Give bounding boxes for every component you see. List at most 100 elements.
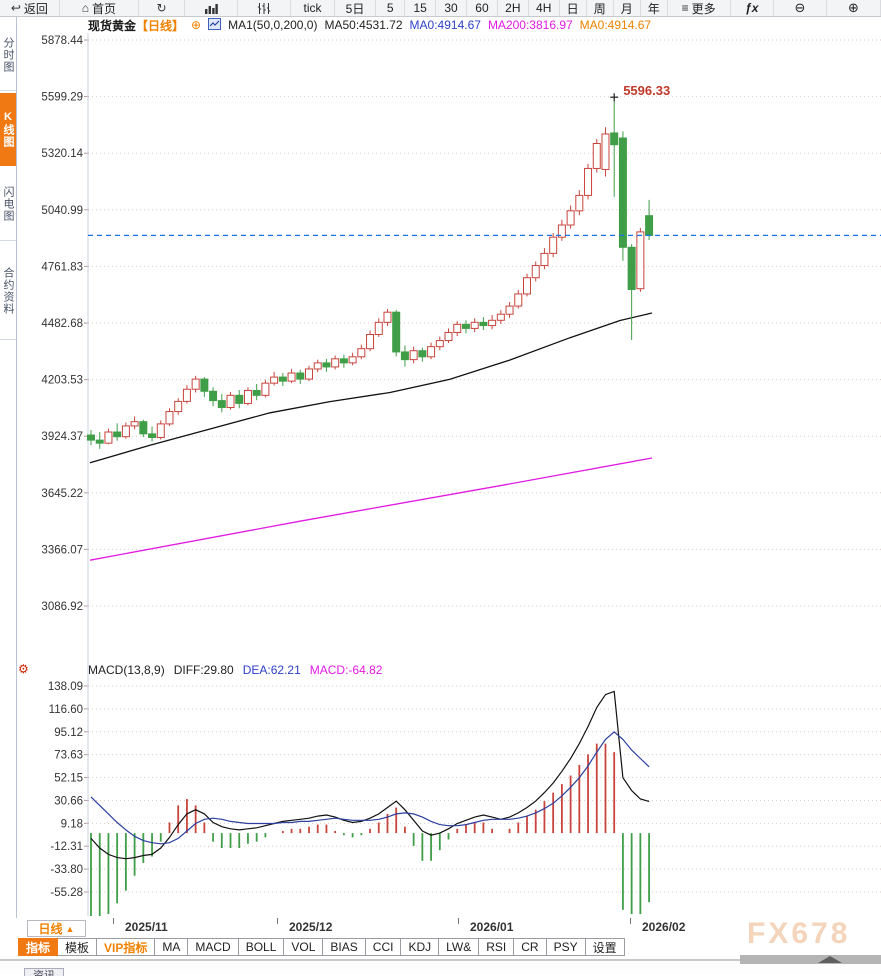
macd-title: MACD(13,8,9) — [88, 662, 165, 677]
indicator-tab-cci[interactable]: CCI — [365, 938, 402, 956]
candle-up — [409, 350, 418, 361]
month-label: 2025/11 — [125, 920, 168, 934]
toolbar-item-month[interactable]: 月 — [614, 0, 641, 16]
indicator-tab-lw[interactable]: LW& — [439, 938, 480, 956]
candle-up — [182, 388, 191, 402]
watermark: FX678 — [747, 917, 851, 950]
toolbar-item-60[interactable]: 60 — [467, 0, 498, 16]
toolbar-item-bar-chart[interactable] — [185, 0, 239, 16]
toolbar-item-day[interactable]: 日 — [560, 0, 587, 16]
ma-settings-label: MA1(50,0,200,0) — [228, 18, 318, 32]
sidebar-tab-kline[interactable]: K线图 — [0, 93, 16, 166]
candle-up — [531, 265, 540, 279]
ma50-line — [89, 312, 653, 464]
candle-up — [226, 394, 235, 408]
month-tick — [113, 918, 114, 924]
toolbar-item-zoom-out[interactable]: ⊖ — [774, 0, 827, 16]
toolbar-label-zoom-out: ⊖ — [794, 0, 806, 15]
toolbar-label-zoom-in: ⊕ — [848, 0, 859, 15]
toolbar-item-year[interactable]: 年 — [641, 0, 668, 16]
refresh-icon: ↻ — [156, 1, 167, 15]
toolbar-label-back: 返回 — [23, 1, 48, 16]
indicator-tab-boll[interactable]: BOLL — [238, 938, 285, 956]
ma0-blue-value: MA0:4914.67 — [409, 18, 481, 32]
toolbar-label-week: 周 — [593, 1, 606, 16]
panel-collapse-bar[interactable] — [740, 955, 881, 964]
indicator-tab-[interactable]: 指标 — [18, 938, 59, 956]
main-y-label: 4203.53 — [41, 375, 83, 387]
indicator-tab-ma[interactable]: MA — [155, 938, 189, 956]
toolbar-item-zoom-in[interactable]: ⊕ — [827, 0, 881, 16]
back-icon: ↩ — [10, 1, 21, 15]
candle-down — [400, 351, 409, 361]
candle-up — [566, 210, 575, 226]
bar-chart-icon — [205, 3, 219, 14]
macd-y-label: 116.60 — [49, 704, 83, 716]
main-y-label: 3366.07 — [41, 544, 83, 556]
candle-down — [418, 350, 427, 358]
candle-up — [488, 319, 497, 327]
toolbar-item-back[interactable]: ↩ 返回 — [0, 0, 60, 16]
indicator-tab-rsi[interactable]: RSI — [479, 938, 515, 956]
indicator-tab-[interactable]: 模板 — [58, 938, 98, 956]
macd-settings-icon[interactable]: ⚙ — [18, 662, 29, 676]
indicator-tab-bias[interactable]: BIAS — [323, 938, 366, 956]
macd-y-label: -33.80 — [50, 864, 83, 876]
main-y-label: 3645.22 — [41, 488, 83, 500]
sidebar-tab-contract-info[interactable]: 合约资料 — [0, 243, 16, 340]
toolbar-item-5d[interactable]: 5日 — [335, 0, 377, 16]
candle-down — [278, 376, 287, 382]
toolbar-item-candle-chart[interactable] — [238, 0, 292, 16]
macd-y-label: -12.31 — [50, 841, 83, 853]
toolbar-label-home: 首页 — [91, 1, 116, 16]
toolbar-item-week[interactable]: 周 — [587, 0, 614, 16]
candle-down — [645, 215, 654, 236]
home-icon: ⌂ — [81, 1, 89, 15]
candle-up — [557, 224, 566, 238]
candle-down — [322, 362, 331, 368]
news-tab-partial[interactable]: 资讯 — [24, 968, 64, 976]
sidebar-tab-lightning[interactable]: 闪电图 — [0, 168, 16, 241]
toolbar-item-refresh[interactable]: ↻ — [139, 0, 186, 16]
symbol-label: 现货黄金 — [88, 18, 137, 33]
ma-chart-icon[interactable] — [208, 17, 222, 33]
candle-up — [549, 236, 558, 254]
macd-dea-line — [90, 731, 650, 845]
toolbar-item-15[interactable]: 15 — [405, 0, 437, 16]
period-selector[interactable]: 日线 ▲ — [27, 920, 86, 937]
indicator-tab-vip[interactable]: VIP指标 — [97, 938, 156, 956]
candle-up — [305, 368, 313, 380]
candle-down — [87, 434, 95, 441]
add-indicator-icon[interactable]: ⊕ — [191, 18, 202, 32]
indicator-tab-kdj[interactable]: KDJ — [401, 938, 440, 956]
sidebar-tab-timeshare[interactable]: 分时图 — [0, 20, 16, 91]
candle-up — [130, 421, 139, 427]
candle-up — [191, 378, 200, 390]
toolbar-item-30[interactable]: 30 — [436, 0, 467, 16]
macd-y-label: 52.15 — [54, 773, 83, 785]
macd-y-label: -55.28 — [50, 887, 83, 899]
indicator-tab-vol[interactable]: VOL — [284, 938, 324, 956]
toolbar-item-5[interactable]: 5 — [376, 0, 406, 16]
macd-dea-value: DEA:62.21 — [242, 662, 301, 677]
candle-chart-icon — [258, 2, 271, 14]
toolbar-item-tick[interactable]: tick — [291, 0, 335, 16]
symbol-name: 现货黄金【日线】 — [88, 17, 184, 34]
period-selector-label: 日线 — [38, 922, 63, 936]
main-chart-canvas[interactable]: 5878.44 5599.29 5320.14 5040.99 4761.83 4482.… — [0, 32, 881, 918]
candle-up — [636, 231, 645, 290]
candle-down — [95, 439, 104, 444]
indicator-tab-psy[interactable]: PSY — [546, 938, 586, 956]
candle-up — [121, 425, 130, 438]
macd-y-label: 138.09 — [48, 681, 83, 693]
indicator-tab-macd[interactable]: MACD — [188, 938, 239, 956]
toolbar-item-4h[interactable]: 4H — [529, 0, 560, 16]
indicator-tab-cr[interactable]: CR — [514, 938, 547, 956]
toolbar-item-2h[interactable]: 2H — [498, 0, 529, 16]
indicator-tab-[interactable]: 设置 — [585, 938, 625, 956]
toolbar-item-more[interactable]: ≡ 更多 — [668, 0, 731, 16]
toolbar-item-fx[interactable]: ƒx — [731, 0, 774, 16]
candle-up — [270, 376, 279, 384]
candle-up — [104, 431, 113, 444]
toolbar-item-home[interactable]: ⌂ 首页 — [60, 0, 139, 16]
